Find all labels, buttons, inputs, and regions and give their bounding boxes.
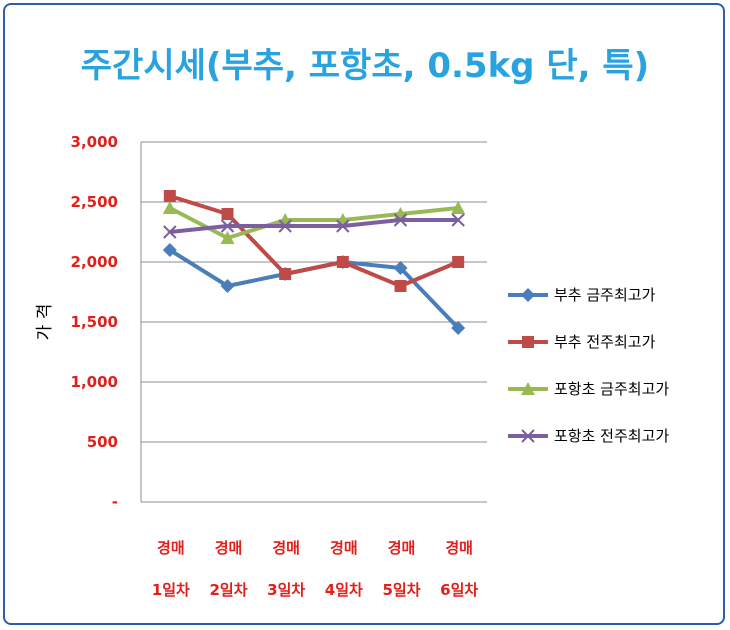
legend-label: 부추 전주최고가 <box>554 333 656 351</box>
series-line <box>163 190 465 292</box>
x-tick-label: 4일차 <box>325 581 363 599</box>
x-tick-label: 2일차 <box>209 581 247 599</box>
grid <box>140 141 487 503</box>
x-tick-label: 경매 <box>330 539 358 557</box>
x-tick-label: 1일차 <box>152 581 190 599</box>
legend-item: 포항초 금주최고가 <box>508 380 669 398</box>
y-axis-label: 가 격 <box>35 304 55 341</box>
data-point <box>220 279 235 293</box>
data-point-stroke <box>393 213 408 227</box>
y-axis-ticks: - 500 1,000 1,500 2,000 2,500 3,000 <box>71 133 118 511</box>
data-point <box>521 288 535 302</box>
data-point-stroke <box>521 429 535 443</box>
legend-label: 부추 금주최고가 <box>554 286 656 304</box>
data-point-stroke <box>336 219 350 233</box>
y-tick-label: 2,500 <box>71 193 118 211</box>
y-tick-label: - <box>112 493 118 511</box>
x-tick-label: 6일차 <box>440 581 478 599</box>
y-tick-label: 500 <box>87 433 118 451</box>
data-point <box>393 213 408 227</box>
data-point <box>336 219 350 233</box>
legend-label: 포항초 금주최고가 <box>554 380 669 398</box>
data-point <box>451 321 466 335</box>
y-tick-label: 3,000 <box>71 133 118 151</box>
data-point <box>163 225 177 239</box>
data-point <box>336 256 349 268</box>
series-group <box>162 190 466 335</box>
y-tick-label: 1,000 <box>71 373 118 391</box>
x-tick-label: 경매 <box>272 539 300 557</box>
data-point <box>220 231 235 244</box>
chart-frame <box>3 3 725 625</box>
x-tick-label: 3일차 <box>267 581 305 599</box>
data-point <box>162 201 177 214</box>
data-point <box>521 382 535 395</box>
x-tick-label: 경매 <box>445 539 473 557</box>
legend-item: 부추 전주최고가 <box>508 333 656 351</box>
data-point <box>521 429 535 443</box>
x-axis-ticks: 경매 1일차 경매 2일차 경매 3일차 경매 4일차 경매 5일차 경매 6일차 <box>152 539 479 599</box>
data-point-stroke <box>451 213 465 227</box>
data-point <box>221 208 234 220</box>
data-point <box>452 256 465 268</box>
chart-title: 주간시세(부추, 포항초, 0.5kg 단, 특) <box>80 46 650 86</box>
data-point <box>162 243 177 257</box>
series-path <box>169 218 459 234</box>
data-point-stroke <box>163 225 177 239</box>
x-tick-label: 5일차 <box>382 581 420 599</box>
data-point <box>163 190 176 202</box>
data-point <box>279 268 292 280</box>
data-point <box>394 280 407 292</box>
y-tick-label: 2,000 <box>71 253 118 271</box>
legend-item: 부추 금주최고가 <box>508 286 656 304</box>
x-tick-label: 경매 <box>215 539 243 557</box>
legend-item: 포항초 전주최고가 <box>508 427 669 445</box>
series-line <box>162 243 466 335</box>
data-point-stroke <box>220 219 235 233</box>
data-point <box>220 219 235 233</box>
data-point <box>451 201 466 214</box>
series-path <box>169 194 459 288</box>
data-point <box>522 336 534 348</box>
x-tick-label: 경매 <box>388 539 416 557</box>
data-point-stroke <box>278 219 292 233</box>
y-tick-label: 1,500 <box>71 313 118 331</box>
series-path <box>168 206 459 240</box>
series-line <box>163 213 465 239</box>
data-point <box>393 261 408 275</box>
x-tick-label: 경매 <box>157 539 185 557</box>
legend-label: 포항초 전주최고가 <box>554 427 669 445</box>
data-point <box>278 219 292 233</box>
data-point <box>451 213 465 227</box>
